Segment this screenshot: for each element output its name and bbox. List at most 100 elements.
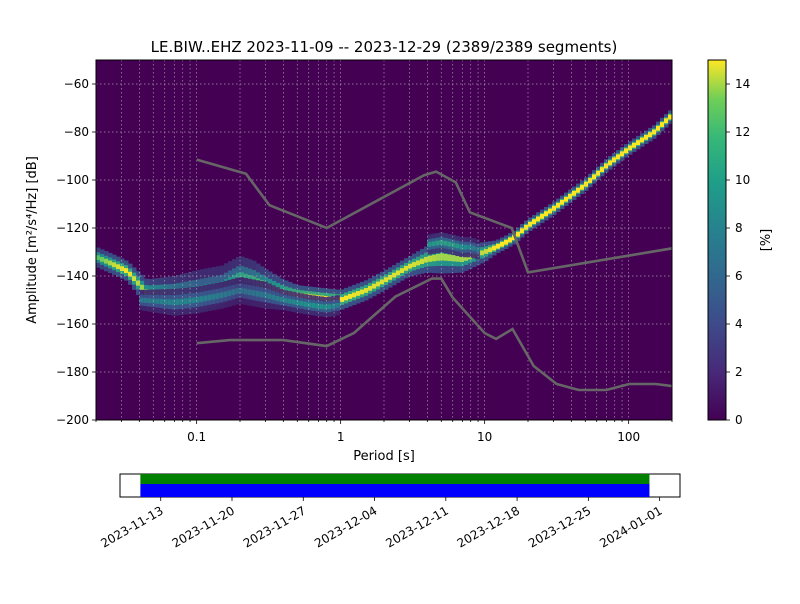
- ppsd-cell: [352, 292, 357, 298]
- ppsd-cell: [652, 129, 657, 135]
- ppsd-cell: [648, 132, 653, 138]
- colorbar-tick-label: 10: [735, 173, 750, 187]
- ppsd-cell: [536, 216, 541, 222]
- ppsd-cell: [195, 296, 200, 303]
- ppsd-cell: [480, 250, 485, 256]
- ppsd-cell: [236, 272, 241, 282]
- ppsd-cell: [620, 151, 625, 157]
- data-coverage-timeline: 2023-11-13 2023-11-20 2023-11-27 2023-12-04…: [98, 473, 681, 551]
- ppsd-cell: [299, 301, 304, 306]
- ppsd-cell: [556, 202, 561, 208]
- ppsd-cell: [471, 245, 476, 251]
- ppsd-cell: [240, 272, 245, 282]
- x-axis: 0.1 1 10 100: [95, 420, 673, 444]
- x-tick-label: 10: [477, 430, 492, 444]
- ppsd-cell: [263, 292, 268, 299]
- ppsd-cell: [504, 239, 509, 245]
- ppsd-cell: [243, 288, 248, 295]
- x-tick-label: 0.1: [187, 430, 206, 444]
- ppsd-cell: [315, 303, 320, 309]
- colorbar-tick-label: 6: [735, 269, 743, 283]
- ppsd-cell: [604, 163, 609, 169]
- ppsd-cell: [231, 289, 236, 296]
- ppsd-cell: [247, 289, 252, 296]
- x-axis-label: Period [s]: [353, 449, 415, 464]
- colorbar-tick-label: 8: [735, 221, 743, 235]
- noise-model-nlnm: [196, 277, 672, 392]
- ppsd-cell: [463, 244, 468, 250]
- ppsd-cell: [588, 178, 593, 183]
- ppsd-cell: [428, 255, 433, 262]
- ppsd-cell: [372, 283, 377, 289]
- ppsd-mode-upper: [427, 232, 480, 260]
- y-axis: −200 −180 −160 −140 −120 −100 −80 −60: [56, 77, 96, 427]
- colorbar-axis: 0 2 4 6 8 10 12 14: [726, 77, 750, 427]
- colorbar-tick-label: 14: [735, 77, 750, 91]
- ppsd-cell: [392, 272, 397, 278]
- ppsd-cell: [187, 297, 192, 304]
- ppsd-cell: [211, 293, 216, 300]
- ppsd-cell: [143, 298, 148, 303]
- ppsd-cell: [440, 253, 445, 261]
- ppsd-cell: [303, 301, 308, 307]
- noise-model-lines: [196, 158, 672, 392]
- timeline-tick-label: 2023-12-04: [312, 504, 379, 551]
- ppsd-cell: [327, 304, 332, 310]
- ppsd-cell: [259, 291, 264, 298]
- ppsd-cell: [215, 293, 220, 299]
- y-tick-label: −80: [64, 125, 89, 139]
- ppsd-cell: [443, 240, 448, 246]
- ppsd-cell: [376, 281, 381, 287]
- ppsd-cell: [311, 303, 316, 308]
- noise-model-nhnm: [196, 158, 672, 274]
- ppsd-cell: [239, 287, 244, 294]
- ppsd-cell: [331, 303, 336, 309]
- ppsd-cell: [452, 255, 457, 262]
- ppsd-cell: [484, 249, 489, 254]
- ppsd-cell: [496, 243, 501, 249]
- ppsd-cell: [475, 246, 480, 252]
- ppsd-cell: [199, 296, 204, 302]
- timeline-tick-label: 2023-12-11: [383, 504, 450, 551]
- ppsd-cell: [552, 205, 557, 211]
- y-tick-label: −120: [56, 221, 89, 235]
- ppsd-cell: [255, 290, 260, 297]
- ppsd-cell: [384, 277, 389, 283]
- ppsd-cell: [283, 297, 288, 303]
- ppsd-cell: [400, 268, 405, 273]
- grid-lines: [96, 60, 672, 420]
- ppsd-plot: 0.1 1 10 100 −200 −180 −160 −140 −120 −100 −80 −60…: [25, 59, 673, 464]
- ppsd-cell: [175, 299, 180, 305]
- x-tick-label: 1: [337, 430, 345, 444]
- ppsd-cell: [348, 294, 353, 299]
- ppsd-cell: [404, 265, 409, 271]
- timeline-tick-label: 2023-11-13: [98, 504, 165, 551]
- ppsd-cell: [307, 302, 312, 308]
- colorbar-tick-label: 12: [735, 125, 750, 139]
- ppsd-cell: [444, 253, 449, 261]
- ppsd-cell: [120, 266, 125, 272]
- ppsd-cell: [163, 299, 168, 305]
- ppsd-cell: [596, 170, 601, 176]
- ppsd-mode-secondary: [139, 277, 340, 318]
- timeline-tick-label: 2023-12-18: [455, 504, 522, 551]
- y-tick-label: −160: [56, 317, 89, 331]
- ppsd-cell: [412, 262, 417, 267]
- ppsd-cell: [155, 298, 160, 304]
- ppsd-cell: [275, 295, 280, 301]
- colorbar-tick-label: 4: [735, 317, 743, 331]
- colorbar-tick-label: 2: [735, 365, 743, 379]
- ppsd-cell: [183, 298, 188, 305]
- ppsd-cell: [660, 122, 665, 127]
- ppsd-cell: [427, 242, 432, 247]
- ppsd-cell: [364, 288, 369, 293]
- ppsd-cell: [104, 258, 109, 264]
- ppsd-cell: [132, 276, 137, 282]
- ppsd-cell: [600, 167, 605, 172]
- ppsd-cell: [548, 208, 553, 214]
- ppsd-cell: [436, 253, 441, 261]
- ppsd-cell: [431, 241, 436, 247]
- ppsd-cell: [432, 254, 437, 262]
- ppsd-cell: [612, 157, 617, 163]
